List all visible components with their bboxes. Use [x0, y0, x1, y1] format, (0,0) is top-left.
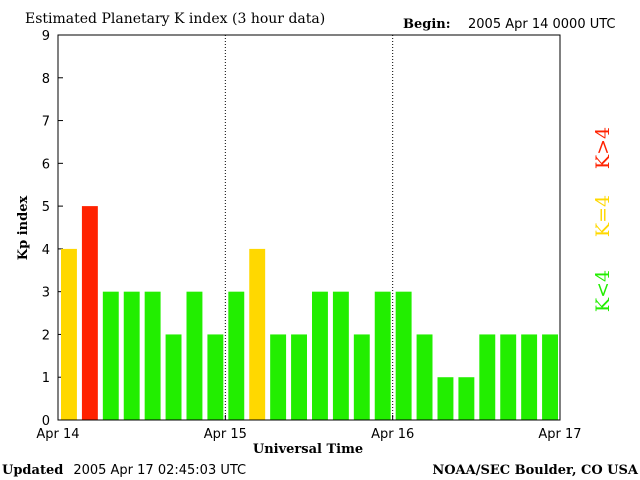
chart-title: Estimated Planetary K index (3 hour data… — [25, 11, 325, 27]
kp-bar — [312, 291, 328, 420]
x-ticks: Apr 14 Apr 15 Apr 16 Apr 17 — [36, 415, 582, 442]
updated-line: Updated 2005 Apr 17 02:45:03 UTC — [2, 461, 246, 478]
kp-bar — [500, 334, 517, 420]
x-axis-label: Universal Time — [253, 442, 363, 457]
y-tick-label: 7 — [42, 115, 50, 130]
kp-bar — [395, 291, 412, 420]
legend: K<4 K=4 K>4 — [592, 127, 614, 312]
y-tick-label: 1 — [42, 371, 50, 386]
y-axis-label: Kp index — [16, 196, 31, 261]
kp-bar — [165, 334, 182, 420]
kp-bar — [542, 334, 558, 420]
kp-bar — [291, 334, 307, 420]
kp-bar — [458, 377, 475, 420]
day-dividers — [224, 35, 394, 420]
legend-item: K<4 — [592, 270, 614, 312]
kp-bar — [416, 334, 433, 420]
kp-bar — [270, 334, 287, 420]
x-tick-label: Apr 16 — [371, 427, 414, 442]
legend-item: K>4 — [592, 127, 614, 169]
plot-frame — [57, 34, 561, 421]
begin-label: Begin: — [403, 17, 451, 32]
y-tick-label: 3 — [42, 286, 50, 301]
legend-item: K=4 — [592, 195, 614, 237]
y-tick-label: 0 — [42, 414, 50, 429]
kp-bar — [81, 206, 98, 420]
footer-source: NOAA/SEC Boulder, CO USA — [432, 463, 639, 478]
begin-value: 2005 Apr 14 0000 UTC — [468, 17, 616, 32]
y-tick-label: 4 — [42, 243, 50, 258]
kp-bar — [249, 248, 266, 420]
bars — [61, 206, 558, 420]
kp-bar — [479, 334, 496, 420]
y-ticks: 0 1 2 3 4 5 6 7 8 9 — [42, 29, 63, 429]
kp-bar — [186, 291, 203, 420]
kp-bar — [228, 291, 245, 420]
x-tick-label: Apr 17 — [538, 427, 581, 442]
y-tick-label: 6 — [42, 157, 50, 172]
kp-bar — [521, 334, 538, 420]
y-tick-label: 2 — [42, 328, 50, 343]
x-tick-label: Apr 15 — [204, 427, 247, 442]
kp-bar — [437, 377, 454, 420]
kp-bar — [102, 291, 119, 420]
kp-bar — [144, 291, 161, 420]
kp-bar — [353, 334, 370, 420]
x-tick-label: Apr 14 — [36, 427, 79, 442]
kp-bar — [123, 291, 140, 420]
y-tick-label: 5 — [42, 200, 50, 215]
kp-bar — [61, 248, 77, 420]
kp-bar — [374, 291, 391, 420]
kp-bar — [332, 291, 349, 420]
kp-bar — [207, 334, 224, 420]
y-tick-label: 8 — [42, 72, 50, 87]
updated-value: 2005 Apr 17 02:45:03 UTC — [73, 463, 246, 478]
y-tick-label: 9 — [42, 29, 50, 44]
updated-label: Updated — [2, 463, 63, 478]
